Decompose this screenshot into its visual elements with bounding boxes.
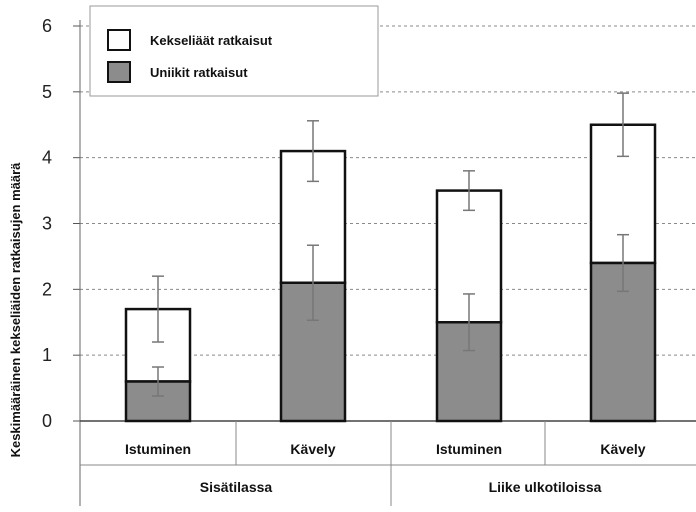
y-tick-label: 1 bbox=[42, 345, 52, 365]
y-tick-label: 5 bbox=[42, 82, 52, 102]
x-category-label: Istuminen bbox=[125, 441, 191, 457]
y-tick-label: 0 bbox=[42, 411, 52, 431]
y-tick-label: 3 bbox=[42, 214, 52, 234]
legend-swatch-uniikit bbox=[107, 61, 131, 83]
legend-label-kekselias: Kekseliäät ratkaisut bbox=[150, 33, 273, 48]
x-category-label: Kävely bbox=[290, 441, 335, 457]
legend: Kekseliäät ratkaisut Uniikit ratkaisut bbox=[89, 5, 379, 97]
legend-label-uniikit: Uniikit ratkaisut bbox=[150, 65, 248, 80]
legend-frame bbox=[89, 5, 379, 97]
y-tick-label: 2 bbox=[42, 279, 52, 299]
x-group-label: Sisätilassa bbox=[200, 479, 273, 495]
y-tick-label: 6 bbox=[42, 16, 52, 36]
legend-swatch-kekselias bbox=[107, 29, 131, 51]
y-axis-label: Keskimääräinen kekseliäiden ratkaisujen … bbox=[8, 162, 23, 458]
y-tick-label: 4 bbox=[42, 148, 52, 168]
x-group-label: Liike ulkotiloissa bbox=[489, 479, 602, 495]
x-category-label: Istuminen bbox=[436, 441, 502, 457]
bar-layer bbox=[124, 92, 657, 423]
x-category-label: Kävely bbox=[600, 441, 645, 457]
label-layer: 0 1 2 3 4 5 6 Istuminen Kävely Istuminen Kävely Sis… bbox=[42, 16, 646, 495]
bar-uniikit bbox=[124, 380, 192, 423]
